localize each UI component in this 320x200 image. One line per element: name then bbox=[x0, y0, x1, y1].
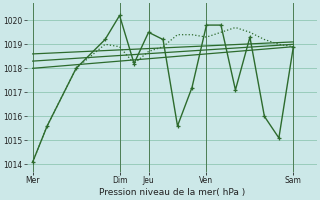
X-axis label: Pression niveau de la mer( hPa ): Pression niveau de la mer( hPa ) bbox=[99, 188, 245, 197]
